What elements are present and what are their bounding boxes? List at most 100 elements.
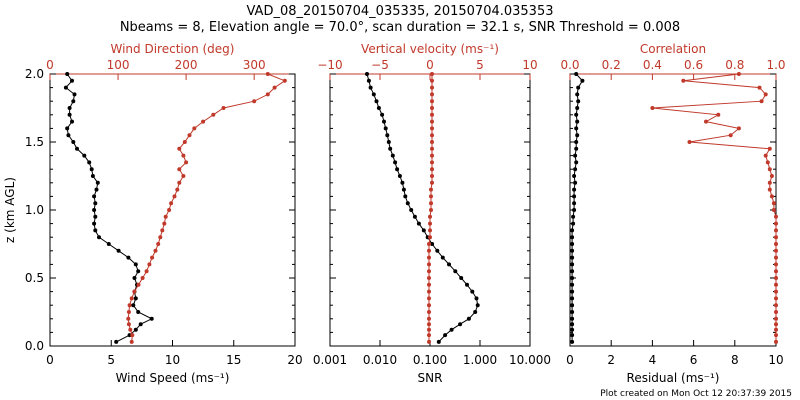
data-point-vertical-velocity [429, 208, 433, 212]
data-point-vertical-velocity [430, 112, 434, 117]
data-point-snr [365, 72, 369, 76]
data-point-wind-direction [221, 106, 226, 110]
data-point-wind-direction [126, 322, 131, 327]
data-point-vertical-velocity [427, 310, 431, 314]
data-point-wind-speed [66, 133, 71, 138]
x-top-tick-label: 100 [107, 58, 130, 72]
data-point-wind-direction [160, 228, 165, 233]
data-point-wind-speed [149, 316, 154, 321]
x-top-tick-label: −10 [317, 58, 342, 72]
data-point-snr [412, 214, 417, 219]
data-point-vertical-velocity [430, 85, 434, 90]
data-point-correlation [774, 255, 778, 260]
data-point-correlation [774, 282, 778, 287]
data-point-correlation [774, 289, 778, 294]
data-point-correlation [767, 146, 772, 151]
data-point-correlation [736, 126, 741, 131]
data-point-residual [574, 126, 579, 131]
data-point-residual [570, 262, 575, 267]
data-point-wind-direction [252, 99, 257, 104]
data-point-vertical-velocity [430, 146, 434, 151]
data-point-wind-speed [92, 208, 97, 212]
data-point-snr [382, 119, 386, 124]
data-point-correlation [716, 112, 721, 117]
data-point-residual [570, 310, 575, 314]
data-point-correlation [774, 248, 778, 253]
series-line-correlation [652, 73, 777, 342]
data-point-snr [459, 276, 464, 280]
data-point-wind-speed [132, 276, 137, 280]
data-point-wind-speed [93, 228, 98, 233]
series-line-wind-direction [127, 73, 286, 342]
x-top-tick-label: 0.0 [560, 58, 579, 72]
data-point-wind-direction [181, 153, 186, 158]
data-point-snr [371, 92, 376, 97]
x-bottom-tick-label: 0.100 [413, 353, 447, 367]
x-bottom-tick-label: 0.001 [313, 353, 347, 367]
data-point-wind-direction [192, 126, 197, 131]
data-point-vertical-velocity [430, 92, 434, 97]
data-point-wind-speed [67, 112, 72, 117]
data-point-snr [440, 255, 445, 260]
data-point-snr [366, 78, 371, 83]
data-point-snr [401, 187, 406, 192]
y-axis-label: z (km AGL) [3, 177, 17, 243]
data-point-wind-direction [211, 112, 216, 117]
figure-title-line1: VAD_08_20150704_035335, 20150704.035353 [247, 4, 554, 19]
data-point-snr [416, 221, 421, 226]
data-point-wind-speed [71, 99, 76, 104]
data-point-vertical-velocity [427, 248, 431, 253]
data-point-snr [470, 289, 475, 294]
data-point-residual [575, 92, 580, 97]
data-point-residual [570, 248, 575, 253]
data-point-wind-direction [156, 242, 161, 246]
data-point-correlation [774, 276, 778, 280]
data-point-wind-speed [90, 174, 95, 178]
data-point-wind-speed [72, 92, 77, 97]
data-point-wind-speed [133, 262, 138, 267]
data-point-residual [573, 167, 578, 172]
data-point-snr [397, 174, 402, 178]
data-point-correlation [774, 214, 778, 219]
x-top-tick-label: 0.2 [602, 58, 621, 72]
data-point-residual [570, 276, 575, 280]
x-bottom-tick-label: 10.000 [509, 353, 551, 367]
data-point-residual [573, 153, 578, 158]
figure-title-line2: Nbeams = 8, Elevation angle = 70.0°, sca… [120, 20, 680, 35]
data-point-snr [390, 153, 395, 158]
x-top-tick-label: 10 [522, 58, 537, 72]
x-bottom-tick-label: 0.010 [363, 353, 397, 367]
data-point-vertical-velocity [427, 327, 431, 332]
data-point-vertical-velocity [430, 72, 434, 76]
data-point-vertical-velocity [428, 235, 432, 240]
x-bottom-tick-label: 8 [731, 353, 739, 367]
data-point-residual [574, 140, 579, 144]
data-point-wind-direction [169, 201, 174, 206]
data-point-vertical-velocity [430, 133, 434, 138]
data-point-correlation [736, 72, 741, 76]
data-point-correlation [767, 187, 772, 192]
data-point-wind-speed [71, 140, 76, 144]
data-point-residual [570, 289, 575, 294]
x-bottom-tick-label: 5 [107, 353, 115, 367]
data-point-wind-direction [175, 187, 180, 192]
data-point-snr [474, 296, 479, 301]
data-point-correlation [763, 153, 768, 158]
data-point-snr [409, 208, 414, 212]
data-point-vertical-velocity [427, 296, 431, 301]
x-top-tick-label: 0.4 [643, 58, 662, 72]
data-point-wind-speed [94, 187, 99, 192]
data-point-wind-speed [136, 269, 141, 274]
data-point-wind-direction [140, 276, 145, 280]
series-line-wind-speed [65, 73, 153, 343]
data-point-wind-speed [75, 146, 79, 151]
data-point-vertical-velocity [427, 303, 431, 308]
data-point-correlation [757, 85, 762, 90]
data-point-vertical-velocity [430, 106, 434, 110]
data-point-wind-direction [265, 92, 270, 97]
data-point-residual [574, 146, 579, 151]
data-point-snr [465, 282, 469, 287]
data-point-correlation [681, 78, 686, 83]
data-point-residual [576, 85, 581, 90]
